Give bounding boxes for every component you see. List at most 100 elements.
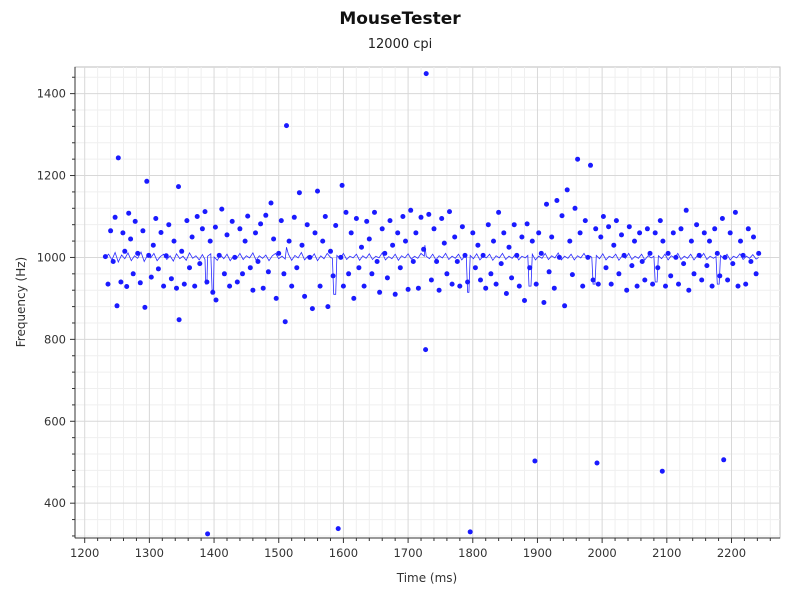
data-point (237, 226, 243, 232)
data-point (181, 281, 187, 287)
data-point (348, 230, 354, 236)
data-point (714, 250, 720, 256)
data-point (624, 287, 630, 293)
data-point (366, 236, 372, 242)
data-point (524, 221, 530, 227)
data-point (522, 298, 527, 303)
data-point (536, 230, 542, 236)
data-point (670, 230, 676, 236)
x-tick-label: 2200 (717, 546, 746, 560)
data-point (554, 198, 560, 203)
data-point (423, 71, 429, 77)
data-point (395, 230, 401, 236)
data-point (309, 306, 315, 312)
data-point (384, 275, 390, 281)
data-point (644, 226, 650, 232)
data-point (148, 274, 154, 280)
data-point (704, 263, 710, 269)
data-point (756, 250, 762, 256)
data-point (112, 214, 118, 220)
data-point (426, 211, 432, 217)
data-point (745, 226, 751, 232)
data-point (588, 162, 593, 168)
data-point (289, 283, 295, 289)
data-point (467, 529, 473, 535)
data-point (527, 265, 533, 271)
data-point (372, 209, 377, 215)
data-point (325, 304, 331, 310)
data-point (701, 230, 707, 236)
series-points-group (102, 71, 762, 537)
data-point (216, 252, 222, 258)
data-point (213, 297, 219, 303)
data-point (356, 265, 362, 271)
data-point (751, 234, 756, 240)
data-point (158, 230, 164, 235)
data-point (110, 259, 116, 264)
data-point (608, 281, 614, 287)
data-point (187, 265, 192, 271)
data-point (447, 209, 452, 215)
data-point (529, 238, 535, 244)
data-point (657, 218, 663, 224)
data-point (452, 234, 458, 240)
data-point (374, 259, 380, 264)
data-point (691, 271, 697, 277)
data-point (459, 224, 465, 230)
data-point (108, 228, 114, 234)
data-point (516, 283, 522, 289)
data-point (735, 283, 741, 289)
data-point (176, 317, 182, 323)
data-point (575, 156, 581, 162)
data-point (727, 230, 733, 236)
data-point (673, 254, 679, 260)
x-tick-label: 1500 (264, 546, 293, 560)
x-tick-label: 2000 (587, 546, 616, 560)
data-point (551, 285, 557, 291)
data-point (153, 216, 159, 221)
data-point (577, 230, 583, 236)
data-point (428, 277, 434, 283)
data-point (253, 230, 258, 236)
data-point (234, 279, 240, 285)
data-point (449, 281, 455, 287)
x-axis-title: Time (ms) (396, 571, 458, 585)
grid-minor (75, 67, 780, 538)
data-point (232, 254, 238, 260)
data-point (496, 209, 502, 215)
data-point (189, 234, 195, 240)
data-point (128, 236, 134, 242)
data-point (240, 271, 245, 277)
data-point (532, 458, 538, 464)
data-point (312, 230, 318, 236)
data-point (299, 242, 305, 248)
data-point (263, 212, 269, 218)
data-point (202, 209, 208, 215)
data-point (339, 182, 345, 188)
data-point (242, 238, 248, 244)
data-point (719, 216, 725, 221)
data-point (598, 234, 604, 240)
data-point (436, 287, 442, 293)
data-point (144, 178, 150, 184)
data-point (483, 285, 489, 291)
data-point (400, 214, 406, 219)
data-point (688, 238, 694, 244)
data-point (118, 279, 124, 285)
data-point (655, 265, 661, 271)
data-point (730, 261, 736, 267)
data-point (533, 281, 539, 287)
data-point (462, 252, 468, 258)
data-point (457, 283, 463, 289)
y-tick-label: 1200 (37, 169, 66, 183)
data-point (271, 236, 277, 242)
data-point (444, 271, 450, 277)
data-point (255, 259, 261, 264)
data-point (377, 289, 383, 295)
data-point (595, 281, 601, 287)
data-point (405, 286, 411, 292)
data-point (696, 252, 702, 258)
data-point (480, 252, 486, 258)
data-point (647, 250, 653, 256)
